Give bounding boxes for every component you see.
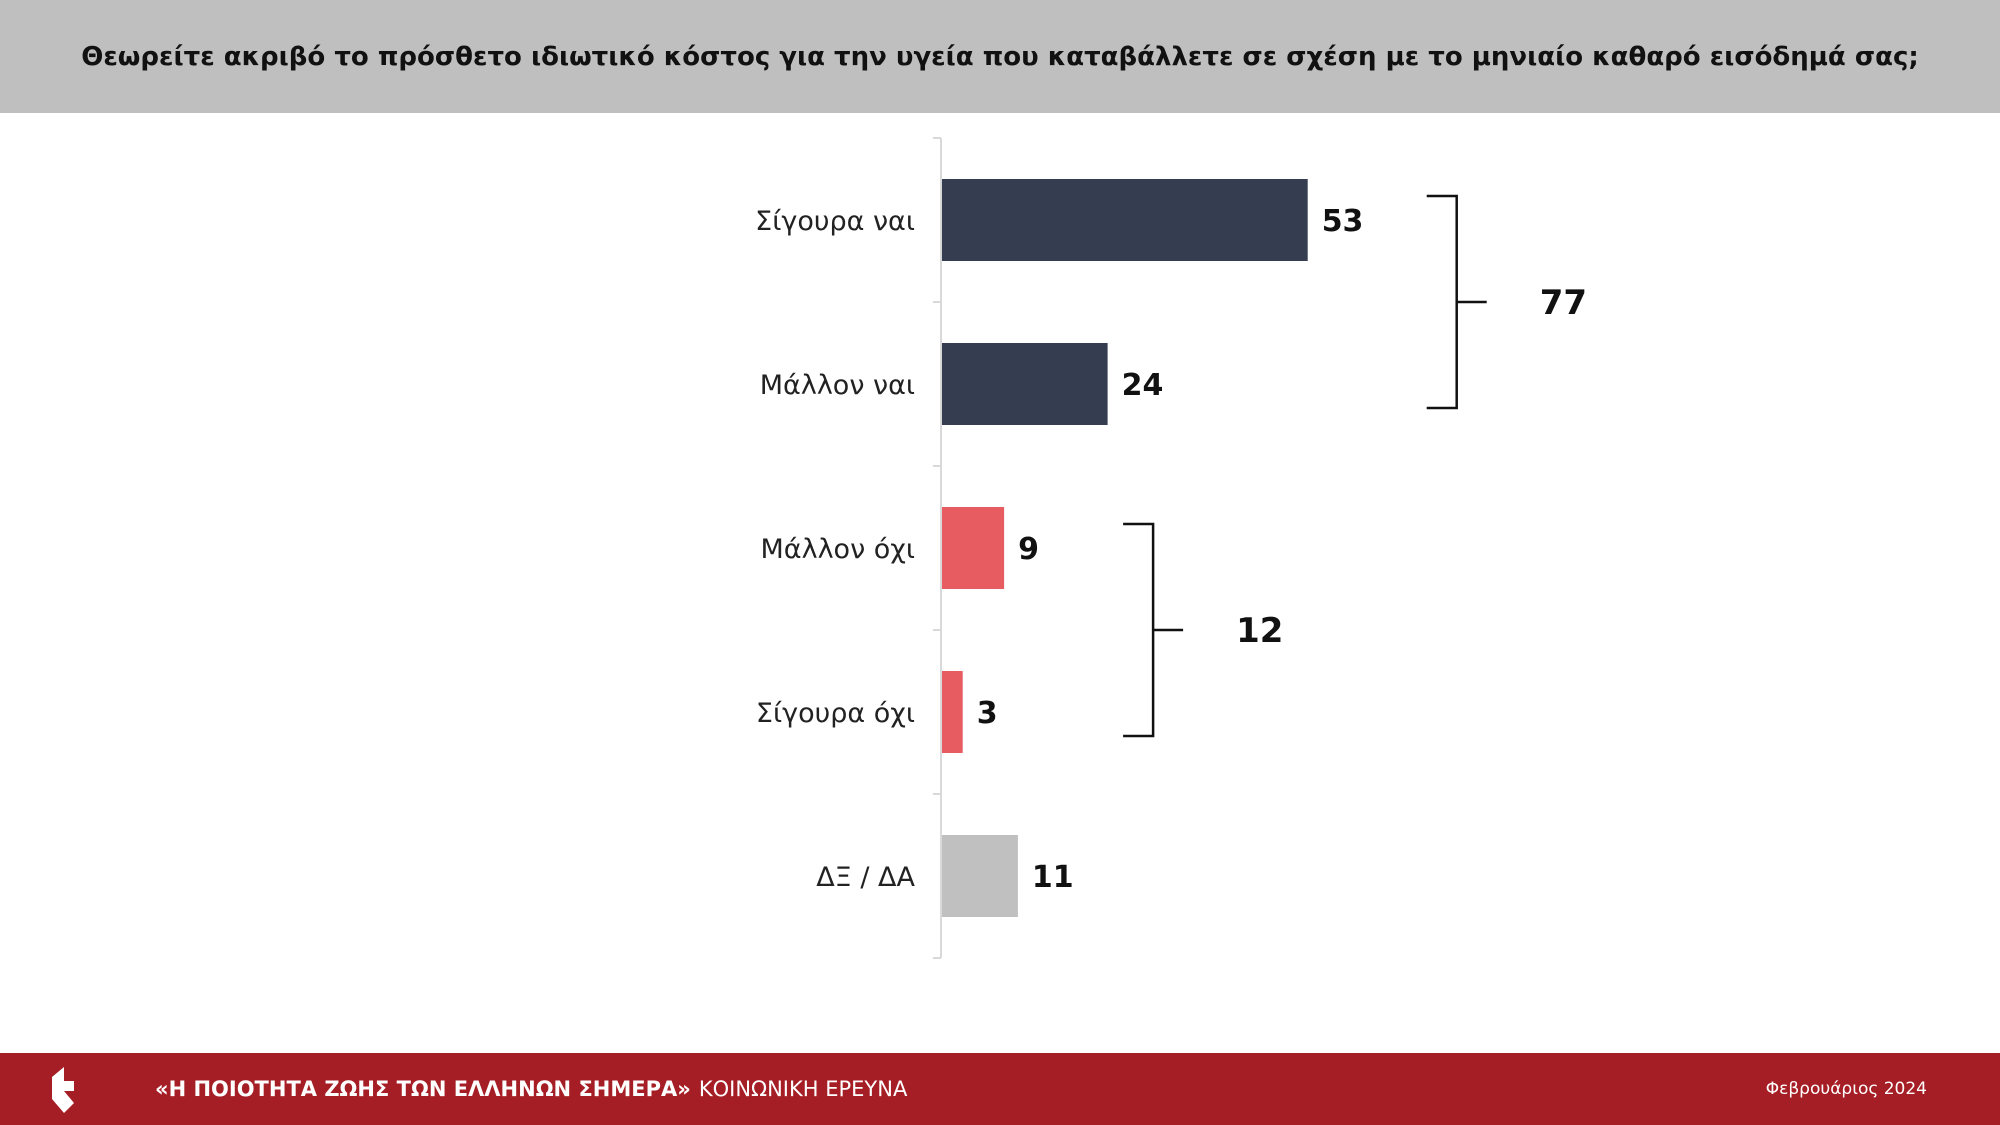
category-label: Σίγουρα ναι bbox=[755, 206, 915, 237]
group-total-label: 77 bbox=[1540, 283, 1587, 323]
group-bracket bbox=[1426, 194, 1487, 410]
footer-bar: «Η ΠΟΙΟΤΗΤΑ ΖΩΗΣ ΤΩΝ ΕΛΛΗΝΩΝ ΣΗΜΕΡΑ» ΚΟΙ… bbox=[0, 1053, 2000, 1125]
survey-date: Φεβρουάριος 2024 bbox=[1765, 1079, 1927, 1099]
category-label: Μάλλον όχι bbox=[761, 534, 916, 565]
value-label: 3 bbox=[977, 696, 998, 731]
value-label: 9 bbox=[1018, 532, 1039, 567]
bar bbox=[942, 671, 963, 753]
bar bbox=[942, 179, 1308, 261]
category-label: ΔΞ / ΔΑ bbox=[816, 862, 915, 893]
survey-type: ΚΟΙΝΩΝΙΚΗ ΕΡΕΥΝΑ bbox=[698, 1077, 908, 1101]
bar-chart: Σίγουρα ναι 53 Μάλλον ναι 24 Μάλλον όχι 9 Σίγο… bbox=[755, 137, 1587, 959]
value-label: 11 bbox=[1032, 860, 1074, 895]
institute-logo bbox=[52, 1067, 74, 1113]
group-total-label: 12 bbox=[1236, 611, 1283, 651]
bar bbox=[942, 507, 1005, 589]
bar bbox=[942, 835, 1018, 917]
value-label: 24 bbox=[1122, 368, 1164, 403]
category-label: Σίγουρα όχι bbox=[756, 698, 915, 729]
category-label: Μάλλον ναι bbox=[760, 370, 915, 401]
question-title: Θεωρείτε ακριβό το πρόσθετο ιδιωτικό κόσ… bbox=[81, 41, 1919, 72]
bar bbox=[942, 343, 1108, 425]
group-bracket bbox=[1123, 522, 1184, 738]
header-bar: Θεωρείτε ακριβό το πρόσθετο ιδιωτικό κόσ… bbox=[0, 0, 2000, 113]
value-label: 53 bbox=[1322, 204, 1364, 239]
survey-name: «Η ΠΟΙΟΤΗΤΑ ΖΩΗΣ ΤΩΝ ΕΛΛΗΝΩΝ ΣΗΜΕΡΑ» ΚΟΙ… bbox=[155, 1053, 907, 1125]
survey-title: «Η ΠΟΙΟΤΗΤΑ ΖΩΗΣ ΤΩΝ ΕΛΛΗΝΩΝ ΣΗΜΕΡΑ» bbox=[155, 1077, 691, 1101]
